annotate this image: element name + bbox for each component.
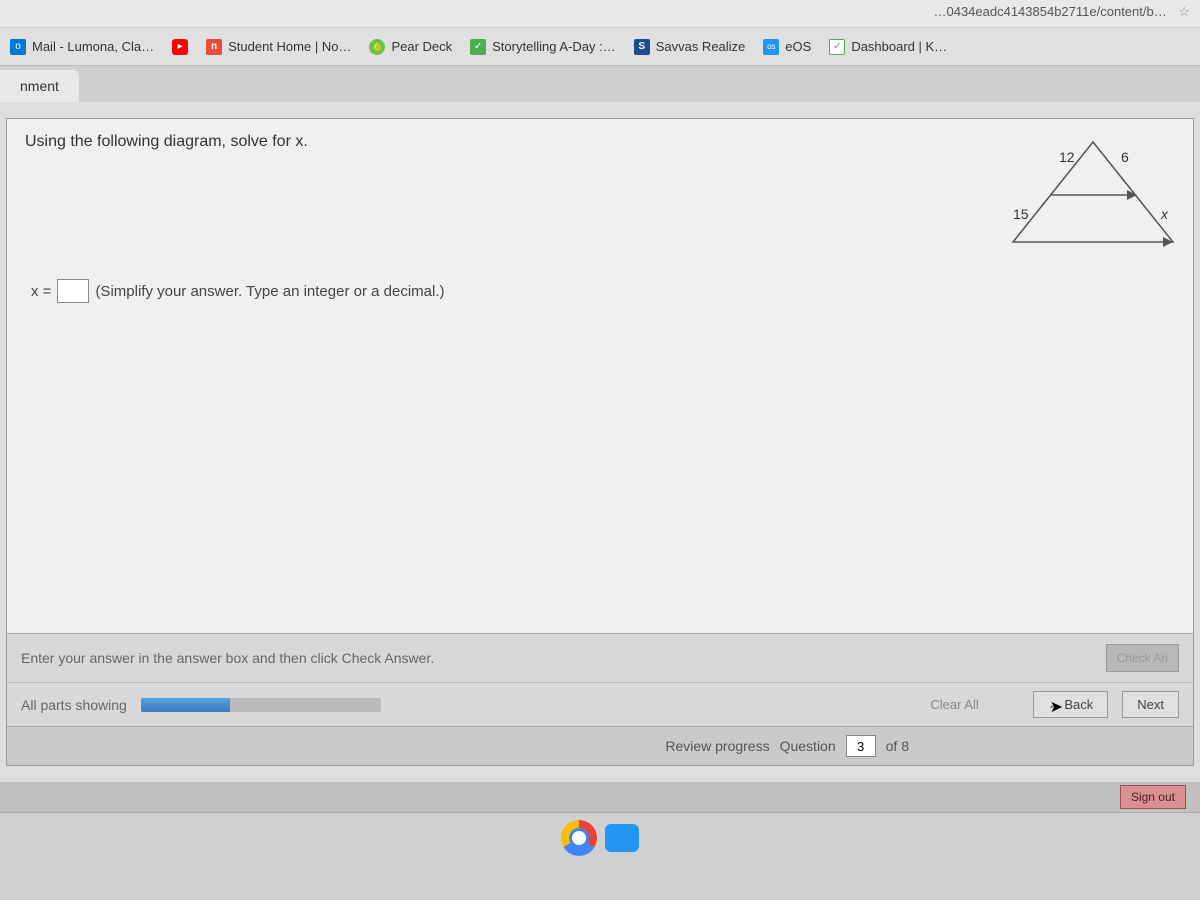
url-fragment: …0434eadc4143854b2711e/content/b… bbox=[933, 4, 1166, 19]
question-label: Question bbox=[780, 738, 836, 754]
bookmark-label: Mail - Lumona, Cla… bbox=[32, 39, 154, 54]
outlook-icon: o bbox=[10, 39, 26, 55]
check-answer-button[interactable]: Check An bbox=[1106, 644, 1179, 672]
bookmark-label: Storytelling A-Day :… bbox=[492, 39, 616, 54]
bookmark-label: Savvas Realize bbox=[656, 39, 746, 54]
file-explorer-icon[interactable] bbox=[605, 824, 639, 852]
bookmark-mail[interactable]: o Mail - Lumona, Cla… bbox=[10, 39, 154, 55]
triangle-diagram: 12 6 15 x bbox=[1003, 127, 1183, 262]
answer-prefix: x = bbox=[31, 283, 51, 300]
savvas-icon: S bbox=[634, 39, 650, 55]
tab-row: nment bbox=[0, 66, 1200, 102]
bookmark-eos[interactable]: os eOS bbox=[763, 39, 811, 55]
bookmark-youtube[interactable]: ▸ bbox=[172, 39, 188, 55]
triangle-label-15: 15 bbox=[1013, 206, 1029, 222]
content-area: Using the following diagram, solve for x… bbox=[0, 102, 1200, 782]
instruction-text: Enter your answer in the answer box and … bbox=[21, 650, 434, 666]
answer-input[interactable] bbox=[57, 279, 89, 303]
pear-icon: 🍐 bbox=[369, 39, 385, 55]
signout-row: Sign out bbox=[0, 782, 1200, 812]
question-number-input[interactable] bbox=[846, 735, 876, 757]
bottom-panel: Enter your answer in the answer box and … bbox=[7, 633, 1193, 765]
bookmark-dashboard[interactable]: ✓ Dashboard | K… bbox=[829, 39, 947, 55]
progress-bar bbox=[141, 698, 381, 712]
instruction-row: Enter your answer in the answer box and … bbox=[7, 634, 1193, 682]
next-button[interactable]: Next bbox=[1122, 691, 1179, 718]
progress-row: All parts showing Clear All ← Back Next bbox=[7, 682, 1193, 726]
bookmark-label: Student Home | No… bbox=[228, 39, 351, 54]
cursor-icon: ➤ bbox=[1050, 697, 1063, 717]
bookmark-label: eOS bbox=[785, 39, 811, 54]
bookmark-student[interactable]: n Student Home | No… bbox=[206, 39, 351, 55]
clear-all-button[interactable]: Clear All bbox=[930, 697, 978, 712]
eos-icon: os bbox=[763, 39, 779, 55]
tab-nment[interactable]: nment bbox=[0, 70, 79, 102]
bookmark-star-icon[interactable]: ☆ bbox=[1178, 4, 1190, 19]
triangle-label-6: 6 bbox=[1121, 149, 1129, 165]
bookmark-savvas[interactable]: S Savvas Realize bbox=[634, 39, 746, 55]
bookmark-label: Pear Deck bbox=[391, 39, 452, 54]
url-bar: …0434eadc4143854b2711e/content/b… ☆ bbox=[0, 0, 1200, 28]
bookmark-pear[interactable]: 🍐 Pear Deck bbox=[369, 39, 452, 55]
check-icon: ✓ bbox=[470, 39, 486, 55]
arrow-head-base bbox=[1163, 237, 1173, 247]
triangle-label-12: 12 bbox=[1059, 149, 1075, 165]
triangle-label-x: x bbox=[1160, 206, 1169, 222]
signout-button[interactable]: Sign out bbox=[1120, 785, 1186, 809]
bookmarks-bar: o Mail - Lumona, Cla… ▸ n Student Home |… bbox=[0, 28, 1200, 66]
progress-fill bbox=[141, 698, 230, 712]
n-icon: n bbox=[206, 39, 222, 55]
answer-row: x = (Simplify your answer. Type an integ… bbox=[31, 279, 444, 303]
taskbar bbox=[0, 812, 1200, 862]
dashboard-icon: ✓ bbox=[829, 39, 845, 55]
chrome-icon[interactable] bbox=[561, 820, 597, 856]
bookmark-label: Dashboard | K… bbox=[851, 39, 947, 54]
question-of-label: of 8 bbox=[886, 738, 909, 754]
answer-hint: (Simplify your answer. Type an integer o… bbox=[95, 283, 444, 300]
bookmark-storytelling[interactable]: ✓ Storytelling A-Day :… bbox=[470, 39, 616, 55]
youtube-icon: ▸ bbox=[172, 39, 188, 55]
nav-row: Review progress Question of 8 bbox=[7, 726, 1193, 765]
parts-label: All parts showing bbox=[21, 697, 127, 713]
review-progress-button[interactable]: Review progress bbox=[665, 738, 769, 754]
back-button[interactable]: ← Back bbox=[1033, 691, 1109, 718]
triangle-outer bbox=[1013, 142, 1173, 242]
question-panel: Using the following diagram, solve for x… bbox=[6, 118, 1194, 766]
